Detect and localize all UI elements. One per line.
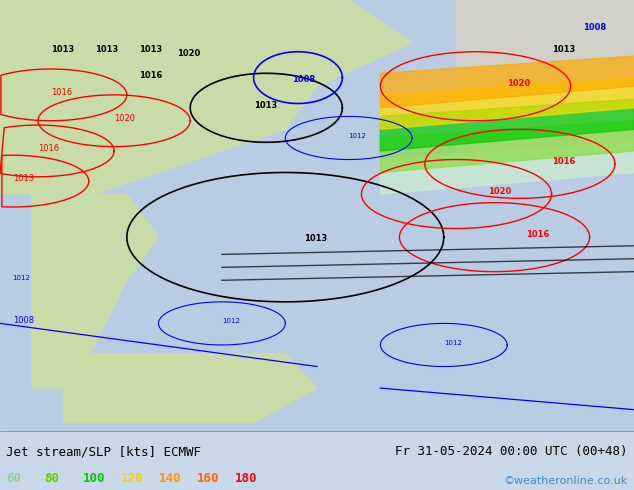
Polygon shape: [0, 0, 412, 194]
Text: 60: 60: [6, 472, 22, 485]
Text: 1016: 1016: [552, 157, 575, 166]
Text: Jet stream/SLP [kts] ECMWF: Jet stream/SLP [kts] ECMWF: [6, 445, 202, 458]
Text: 1013: 1013: [95, 45, 119, 54]
Text: 140: 140: [158, 472, 181, 485]
Text: 180: 180: [235, 472, 257, 485]
Text: 1008: 1008: [292, 75, 314, 84]
Text: 1008: 1008: [13, 317, 34, 325]
Text: 1020: 1020: [507, 79, 531, 88]
Text: 1012: 1012: [444, 340, 462, 346]
Text: 1008: 1008: [583, 23, 606, 32]
Text: 1016: 1016: [526, 230, 550, 239]
Text: 80: 80: [44, 472, 60, 485]
Text: Fr 31-05-2024 00:00 UTC (00+48): Fr 31-05-2024 00:00 UTC (00+48): [395, 445, 628, 458]
Polygon shape: [380, 99, 634, 151]
Text: 1013: 1013: [304, 235, 328, 244]
Text: 1012: 1012: [349, 133, 366, 139]
Text: 100: 100: [82, 472, 105, 485]
Text: 1013: 1013: [254, 101, 277, 110]
Text: 120: 120: [120, 472, 143, 485]
Text: 1016: 1016: [51, 88, 72, 97]
Polygon shape: [63, 354, 317, 422]
Polygon shape: [32, 194, 158, 388]
Text: 1016: 1016: [38, 144, 59, 153]
Text: 1020: 1020: [488, 187, 512, 196]
Polygon shape: [380, 77, 634, 129]
Text: 1012: 1012: [13, 275, 30, 281]
Polygon shape: [380, 142, 634, 194]
Polygon shape: [456, 0, 634, 151]
Polygon shape: [380, 121, 634, 172]
Text: 1013: 1013: [51, 45, 74, 54]
Text: 1013: 1013: [13, 174, 34, 183]
Text: 1013: 1013: [552, 45, 575, 54]
Text: 1016: 1016: [139, 71, 163, 79]
Text: 160: 160: [197, 472, 219, 485]
Text: 1012: 1012: [222, 318, 240, 324]
Text: 1020: 1020: [178, 49, 201, 58]
Text: 1020: 1020: [114, 114, 135, 122]
Polygon shape: [380, 56, 634, 108]
Text: ©weatheronline.co.uk: ©weatheronline.co.uk: [503, 476, 628, 486]
Text: 1013: 1013: [139, 45, 163, 54]
